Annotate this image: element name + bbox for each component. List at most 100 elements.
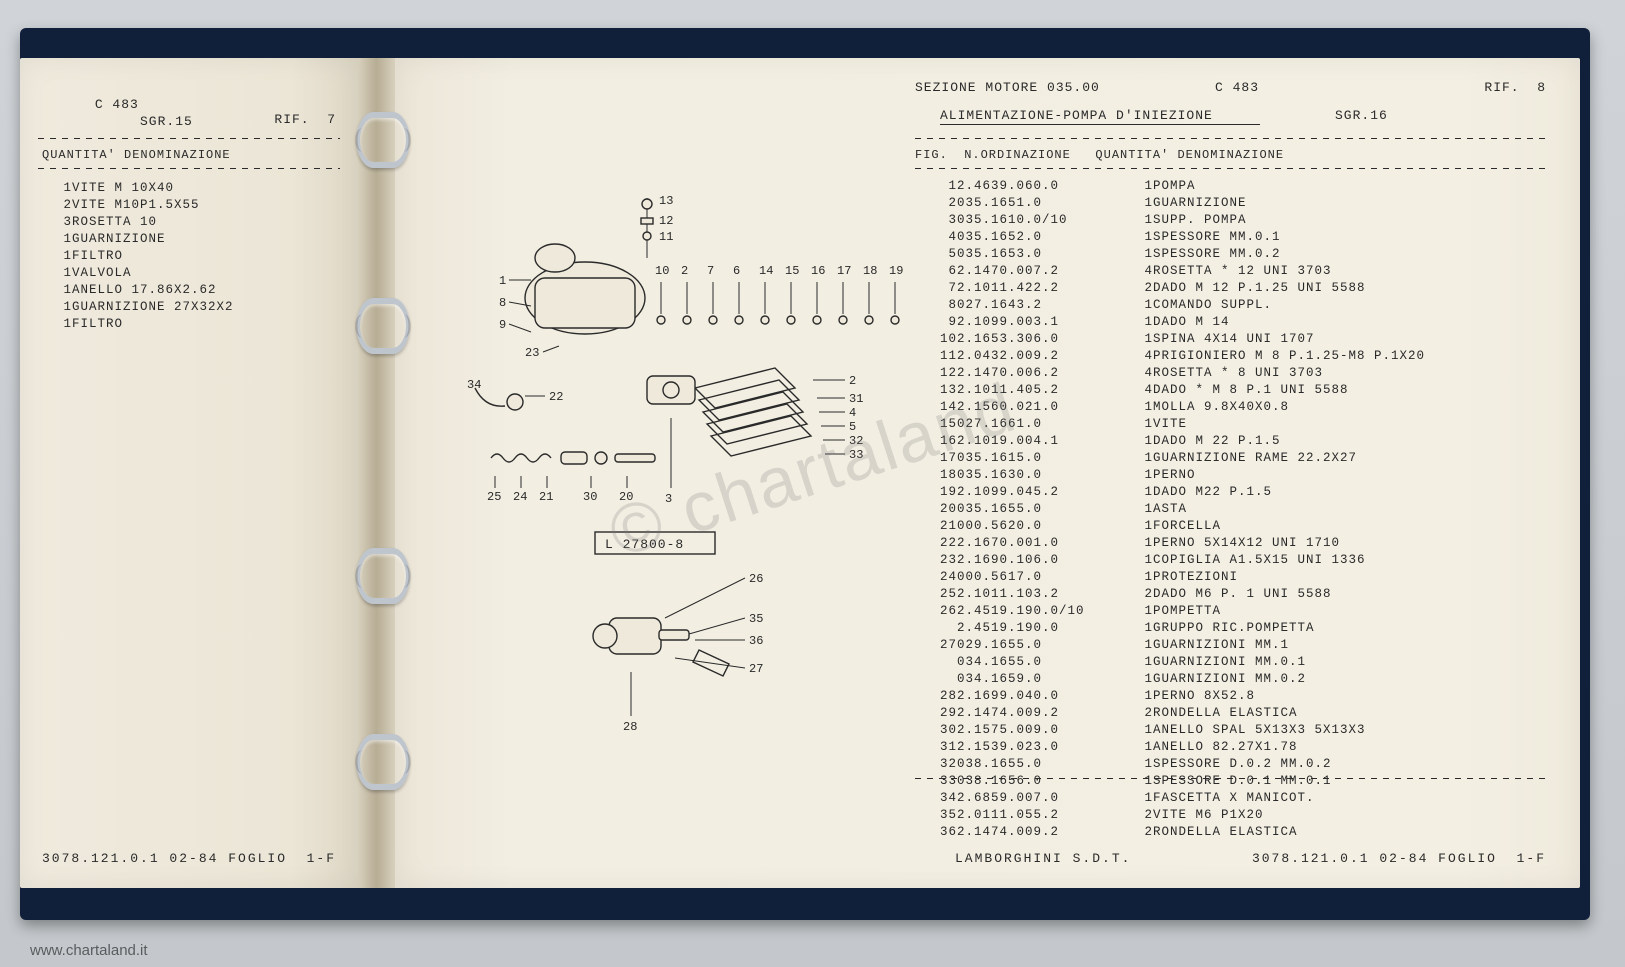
part-den: GUARNIZIONE (1153, 195, 1425, 212)
part-den: PERNO (1153, 467, 1425, 484)
left-den: FILTRO (72, 248, 234, 265)
right-part-row: 12.4639.060.01POMPA (915, 178, 1425, 195)
part-qty: 1 (1117, 399, 1153, 416)
left-qty: 1 (42, 265, 72, 282)
part-den: ANELLO 82.27X1.78 (1153, 739, 1425, 756)
part-ord: 2.1560.021.0 (957, 399, 1117, 416)
right-part-row: 034.1655.01GUARNIZIONI MM.0.1 (915, 654, 1425, 671)
right-part-row: 17035.1615.01GUARNIZIONE RAME 22.2X27 (915, 450, 1425, 467)
left-part-row: 1FILTRO (42, 316, 234, 333)
part-den: DADO M22 P.1.5 (1153, 484, 1425, 501)
part-den: SPESSORE MM.0.2 (1153, 246, 1425, 263)
site-url: www.chartaland.it (30, 942, 148, 959)
part-ord: 035.1610.0/10 (957, 212, 1117, 229)
right-part-row: 252.1011.103.22DADO M6 P. 1 UNI 5588 (915, 586, 1425, 603)
part-qty: 1 (1117, 518, 1153, 535)
part-qty: 4 (1117, 348, 1153, 365)
right-part-row: 302.1575.009.01ANELLO SPAL 5X13X3 5X13X3 (915, 722, 1425, 739)
part-ord: 2.1099.003.1 (957, 314, 1117, 331)
part-den: PERNO 5X14X12 UNI 1710 (1153, 535, 1425, 552)
svg-text:13: 13 (659, 194, 673, 208)
right-part-row: 292.1474.009.22RONDELLA ELASTICA (915, 705, 1425, 722)
part-den: COPIGLIA A1.5X15 UNI 1336 (1153, 552, 1425, 569)
part-den: GRUPPO RIC.POMPETTA (1153, 620, 1425, 637)
right-part-row: 8027.1643.21COMANDO SUPPL. (915, 297, 1425, 314)
svg-text:15: 15 (785, 264, 799, 278)
left-qty: 1 (42, 231, 72, 248)
binder-ring (356, 548, 409, 604)
left-dash-2 (38, 168, 340, 169)
part-fig: 32 (915, 756, 957, 773)
part-qty: 1 (1117, 569, 1153, 586)
part-den: DADO * M 8 P.1 UNI 5588 (1153, 382, 1425, 399)
hdr-title-underline (940, 124, 1260, 125)
right-part-row: 92.1099.003.11DADO M 14 (915, 314, 1425, 331)
part-ord: 2.1470.007.2 (957, 263, 1117, 280)
right-part-row: 5035.1653.01SPESSORE MM.0.2 (915, 246, 1425, 263)
part-qty: 1 (1117, 195, 1153, 212)
right-part-row: 24000.5617.01PROTEZIONI (915, 569, 1425, 586)
left-part-row: 1GUARNIZIONE 27X32X2 (42, 299, 234, 316)
part-qty: 1 (1117, 297, 1153, 314)
part-den: POMPETTA (1153, 603, 1425, 620)
desk-surface: C 483 RIF. 7 SGR.15 QUANTITA' DENOMINAZI… (0, 0, 1625, 967)
part-den: PERNO 8X52.8 (1153, 688, 1425, 705)
right-part-row: 2035.1651.01GUARNIZIONE (915, 195, 1425, 212)
left-footer: 3078.121.0.1 02-84 FOGLIO 1-F (42, 851, 336, 866)
binder-ring (356, 734, 409, 790)
binder-ring (356, 298, 409, 354)
right-part-row: 162.1019.004.11DADO M 22 P.1.5 (915, 433, 1425, 450)
right-parts-table: 12.4639.060.01POMPA2035.1651.01GUARNIZIO… (915, 178, 1425, 841)
part-ord: 2.1099.045.2 (957, 484, 1117, 501)
part-ord: 035.1630.0 (957, 467, 1117, 484)
part-ord: 2.0111.055.2 (957, 807, 1117, 824)
svg-text:2: 2 (849, 374, 856, 388)
part-ord: 2.1011.103.2 (957, 586, 1117, 603)
left-parts-table: 1VITE M 10X402VITE M10P1.5X553ROSETTA 10… (42, 180, 234, 333)
part-ord: 2.4519.190.0 (957, 620, 1117, 637)
right-part-row: 232.1690.106.01COPIGLIA A1.5X15 UNI 1336 (915, 552, 1425, 569)
part-qty: 1 (1117, 178, 1153, 195)
right-part-row: 62.1470.007.24ROSETTA * 12 UNI 3703 (915, 263, 1425, 280)
part-qty: 1 (1117, 433, 1153, 450)
svg-text:14: 14 (759, 264, 773, 278)
part-ord: 029.1655.0 (957, 637, 1117, 654)
right-part-row: 4035.1652.01SPESSORE MM.0.1 (915, 229, 1425, 246)
part-qty: 1 (1117, 484, 1153, 501)
right-part-row: 33038.1656.01SPESSORE D.0.1 MM.0.1 (915, 773, 1425, 790)
svg-text:25: 25 (487, 490, 501, 504)
part-den: FASCETTA X MANICOT. (1153, 790, 1425, 807)
page-left: C 483 RIF. 7 SGR.15 QUANTITA' DENOMINAZI… (20, 58, 358, 888)
part-den: POMPA (1153, 178, 1425, 195)
left-rif: RIF. 7 (274, 112, 336, 127)
part-ord: 2.0432.009.2 (957, 348, 1117, 365)
part-ord: 2.1690.106.0 (957, 552, 1117, 569)
left-den: ROSETTA 10 (72, 214, 234, 231)
part-den: SPESSORE D.0.1 MM.0.1 (1153, 773, 1425, 790)
part-qty: 1 (1117, 501, 1153, 518)
part-ord: 2.1575.009.0 (957, 722, 1117, 739)
part-qty: 1 (1117, 790, 1153, 807)
part-ord: 027.1643.2 (957, 297, 1117, 314)
part-fig: 36 (915, 824, 957, 841)
part-qty: 1 (1117, 773, 1153, 790)
part-qty: 1 (1117, 654, 1153, 671)
svg-text:23: 23 (525, 346, 539, 360)
left-part-row: 1ANELLO 17.86X2.62 (42, 282, 234, 299)
part-fig: 35 (915, 807, 957, 824)
part-den: PROTEZIONI (1153, 569, 1425, 586)
part-ord: 027.1661.0 (957, 416, 1117, 433)
right-part-row: 282.1699.040.01PERNO 8X52.8 (915, 688, 1425, 705)
left-qty: 3 (42, 214, 72, 231)
right-part-row: 27029.1655.01GUARNIZIONI MM.1 (915, 637, 1425, 654)
part-qty: 1 (1117, 229, 1153, 246)
right-part-row: 102.1653.306.01SPINA 4X14 UNI 1707 (915, 331, 1425, 348)
right-part-row: 352.0111.055.22VITE M6 P1X20 (915, 807, 1425, 824)
svg-text:27: 27 (749, 662, 763, 676)
right-part-row: 192.1099.045.21DADO M22 P.1.5 (915, 484, 1425, 501)
svg-text:11: 11 (659, 230, 673, 244)
part-ord: 035.1652.0 (957, 229, 1117, 246)
hdr-sgr: SGR.16 (1335, 108, 1388, 123)
svg-text:26: 26 (749, 572, 763, 586)
part-qty: 1 (1117, 756, 1153, 773)
